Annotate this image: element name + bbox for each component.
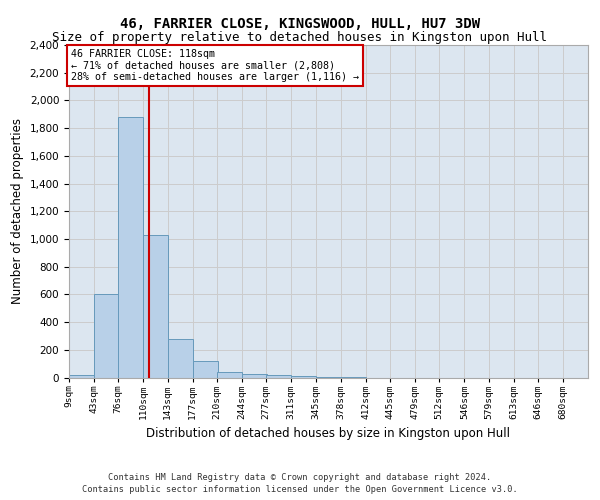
Bar	[118, 117, 143, 378]
Bar	[266, 374, 292, 378]
Text: Size of property relative to detached houses in Kingston upon Hull: Size of property relative to detached ho…	[53, 31, 548, 44]
Bar	[292, 376, 316, 378]
Bar	[242, 374, 267, 378]
X-axis label: Distribution of detached houses by size in Kingston upon Hull: Distribution of detached houses by size …	[146, 428, 511, 440]
Bar	[193, 361, 218, 378]
Bar	[94, 294, 119, 378]
Bar	[143, 235, 169, 378]
Text: 46 FARRIER CLOSE: 118sqm
← 71% of detached houses are smaller (2,808)
28% of sem: 46 FARRIER CLOSE: 118sqm ← 71% of detach…	[71, 49, 359, 82]
Bar	[167, 338, 193, 378]
Y-axis label: Number of detached properties: Number of detached properties	[11, 118, 24, 304]
Bar	[217, 372, 242, 378]
Text: 46, FARRIER CLOSE, KINGSWOOD, HULL, HU7 3DW: 46, FARRIER CLOSE, KINGSWOOD, HULL, HU7 …	[120, 18, 480, 32]
Bar	[69, 374, 94, 378]
Text: Contains HM Land Registry data © Crown copyright and database right 2024.
Contai: Contains HM Land Registry data © Crown c…	[82, 472, 518, 494]
